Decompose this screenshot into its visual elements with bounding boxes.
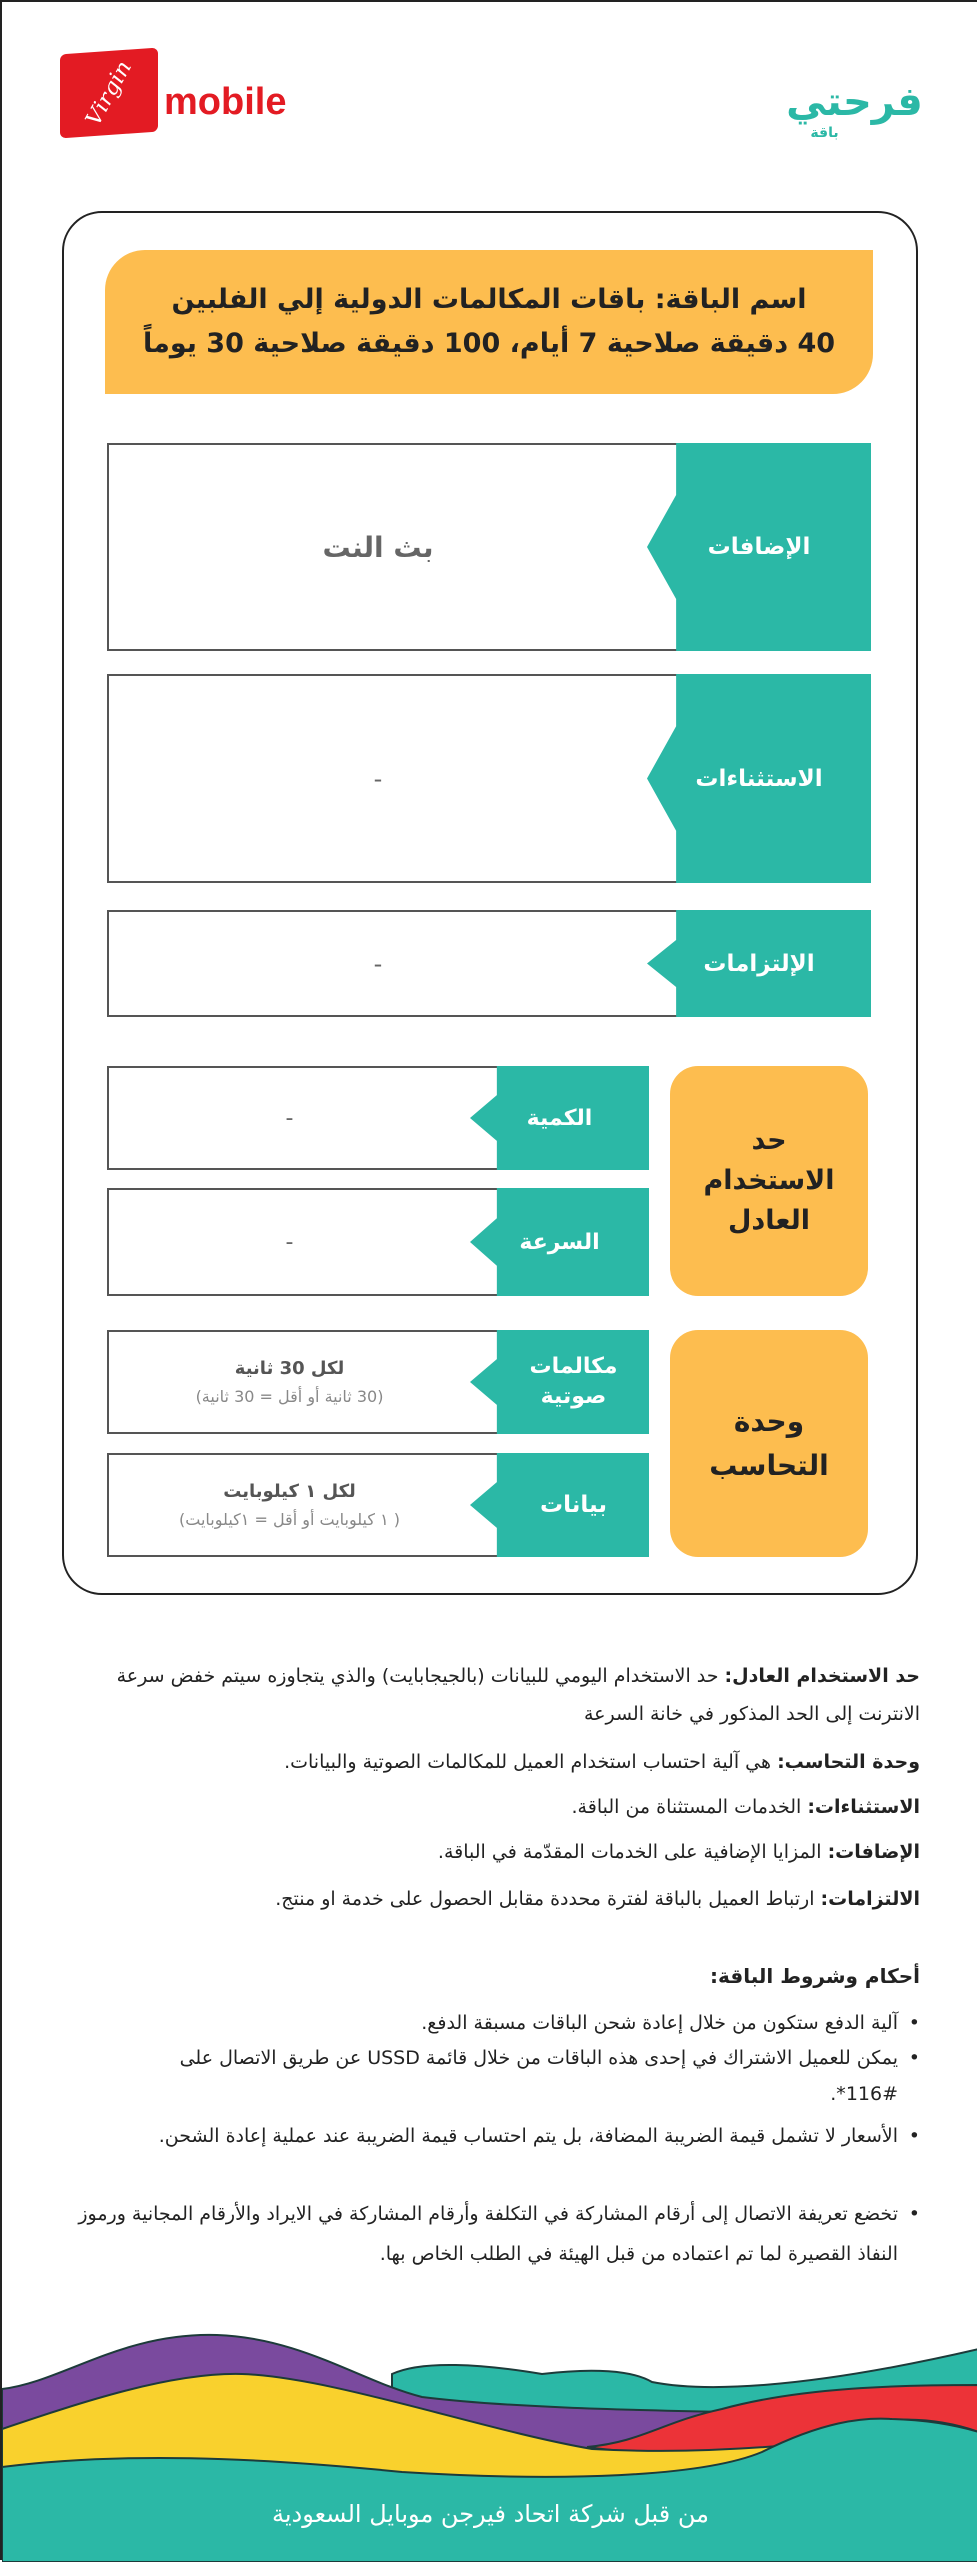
- package-card: [62, 211, 918, 1595]
- definition-obligations: الالتزامات: ارتباط العميل بالباقة لفترة …: [80, 1880, 920, 1918]
- obligations-label-text: الإلتزامات: [703, 950, 815, 977]
- definition-term: الاستثناءات:: [807, 1796, 920, 1818]
- exceptions-value: -: [109, 676, 647, 881]
- billing-unit-title-text: وحدة التحاسب: [709, 1404, 829, 1482]
- definition-term: وحدة التحاسب:: [777, 1751, 920, 1773]
- speed-label-text: السرعة: [519, 1229, 600, 1255]
- virgin-script: Virgin: [81, 56, 137, 130]
- definition-term: حد الاستخدام العادل:: [724, 1665, 920, 1687]
- billing-unit-title: وحدة التحاسب: [670, 1330, 868, 1557]
- mobile-text: mobile: [164, 81, 287, 123]
- addons-label-text: الإضافات: [707, 534, 811, 560]
- exceptions-label: الاستثناءات: [647, 674, 871, 883]
- obligations-value-text: -: [373, 949, 383, 978]
- definition-fair-usage: حد الاستخدام العادل: حد الاستخدام اليومي…: [80, 1657, 920, 1733]
- addons-label: الإضافات: [647, 443, 871, 651]
- fair-usage-title: حد الاستخدام العادل: [670, 1066, 868, 1296]
- terms-item: تخضع تعريفة الاتصال إلى أرقام المشاركة ف…: [50, 2194, 920, 2274]
- farhati-logo: فرحتي باقة: [782, 57, 927, 162]
- speed-label: السرعة: [470, 1188, 649, 1296]
- quantity-value-text: -: [285, 1105, 294, 1131]
- voice-label: مكالمات صوتية: [470, 1330, 649, 1434]
- definition-text: الخدمات المستثناة من الباقة.: [571, 1796, 808, 1818]
- definition-exceptions: الاستثناءات: الخدمات المستثناة من الباقة…: [80, 1788, 920, 1826]
- quantity-value: -: [109, 1068, 470, 1168]
- data-label-text: بيانات: [539, 1492, 608, 1518]
- definition-text: حد الاستخدام اليومي للبيانات (بالجيجاباي…: [116, 1665, 920, 1725]
- voice-value-note: (30 ثانية أو أقل = 30 ثانية): [195, 1387, 384, 1406]
- addons-value: بث النت: [109, 445, 647, 649]
- exceptions-label-text: الاستثناءات: [695, 765, 823, 792]
- voice-value-main: لكل 30 ثانية: [234, 1358, 345, 1379]
- data-value: لكل ١ كيلوبايت ( ١ كيلوبايت أو أقل = ١كي…: [109, 1455, 470, 1555]
- terms-item: آلية الدفع ستكون من خلال إعادة شحن الباق…: [90, 2005, 920, 2041]
- data-value-main: لكل ١ كيلوبايت: [223, 1481, 356, 1502]
- definition-addons: الإضافات: المزايا الإضافية على الخدمات ا…: [80, 1833, 920, 1871]
- voice-value: لكل 30 ثانية (30 ثانية أو أقل = 30 ثانية…: [109, 1332, 470, 1432]
- fair-usage-title-text: حد الاستخدام العادل: [703, 1125, 835, 1236]
- farhati-logo-text: فرحتي: [786, 79, 923, 125]
- definition-text: ارتباط العميل بالباقة لفترة محددة مقابل …: [275, 1888, 821, 1910]
- speed-value: -: [109, 1190, 470, 1294]
- obligations-value: -: [109, 912, 647, 1015]
- data-value-note: ( ١ كيلوبايت أو أقل = ١كيلوبايت): [179, 1510, 400, 1529]
- terms-item: الأسعار لا تشمل قيمة الضريبة المضافة، بل…: [90, 2116, 920, 2156]
- virgin-logo-box: Virgin: [60, 47, 158, 139]
- data-label: بيانات: [470, 1453, 649, 1557]
- farhati-logo-sub: باقة: [810, 125, 839, 141]
- footer-waves: [2, 2333, 977, 2562]
- definition-billing-unit: وحدة التحاسب: هي آلية احتساب استخدام الع…: [80, 1743, 920, 1781]
- obligations-label: الإلتزامات: [647, 910, 871, 1017]
- package-title-line2: 40 دقيقة صلاحية 7 أيام، 100 دقيقة صلاحية…: [142, 328, 836, 359]
- definition-text: المزايا الإضافية على الخدمات المقدّمة في…: [437, 1841, 828, 1863]
- quantity-label: الكمية: [470, 1066, 649, 1170]
- definition-term: الالتزامات:: [820, 1888, 920, 1910]
- footer-text: من قبل شركة اتحاد فيرجن موبايل السعودية: [271, 2500, 710, 2528]
- virgin-mobile-logo: Virgin mobile: [60, 47, 310, 139]
- terms-item: يمكن للعميل الاشتراك في إحدى هذه الباقات…: [160, 2040, 920, 2112]
- package-title: اسم الباقة: باقات المكالمات الدولية إلي …: [105, 250, 873, 394]
- package-title-line1: اسم الباقة: باقات المكالمات الدولية إلي …: [171, 284, 807, 315]
- terms-title: أحكام وشروط الباقة:: [710, 1964, 920, 1988]
- quantity-label-text: الكمية: [526, 1105, 593, 1131]
- definition-text: هي آلية احتساب استخدام العميل للمكالمات …: [284, 1751, 778, 1773]
- speed-value-text: -: [285, 1229, 294, 1255]
- definition-term: الإضافات:: [827, 1841, 920, 1863]
- addons-value-text: بث النت: [322, 530, 434, 564]
- wave-teal-front: [2, 2417, 977, 2562]
- exceptions-value-text: -: [373, 764, 383, 793]
- voice-label-text: مكالمات صوتية: [529, 1354, 618, 1409]
